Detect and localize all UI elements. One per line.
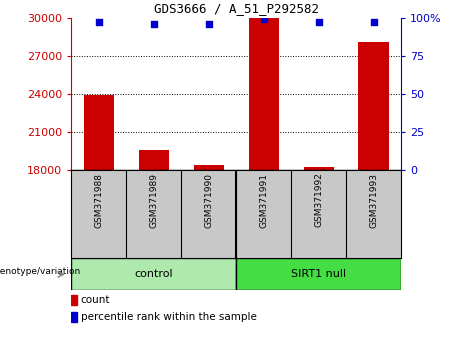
Bar xyxy=(71,295,77,305)
Point xyxy=(150,21,158,27)
Point xyxy=(370,19,377,25)
Bar xyxy=(139,150,169,170)
Title: GDS3666 / A_51_P292582: GDS3666 / A_51_P292582 xyxy=(154,2,319,15)
Bar xyxy=(248,18,279,170)
Bar xyxy=(71,312,77,322)
Text: GSM371990: GSM371990 xyxy=(204,172,213,228)
Text: GSM371989: GSM371989 xyxy=(149,172,159,228)
Text: count: count xyxy=(81,295,110,305)
Bar xyxy=(194,165,224,170)
Point xyxy=(95,19,103,25)
Bar xyxy=(359,42,389,170)
Text: GSM371991: GSM371991 xyxy=(259,172,268,228)
Point xyxy=(315,19,322,25)
Text: GSM371992: GSM371992 xyxy=(314,172,323,228)
Text: GSM371993: GSM371993 xyxy=(369,172,378,228)
Bar xyxy=(303,167,334,170)
Text: percentile rank within the sample: percentile rank within the sample xyxy=(81,312,257,322)
Point xyxy=(205,21,213,27)
Text: genotype/variation: genotype/variation xyxy=(0,267,81,276)
Bar xyxy=(71,258,236,290)
Bar xyxy=(236,258,401,290)
Text: control: control xyxy=(135,269,173,279)
Bar xyxy=(84,95,114,170)
Text: GSM371988: GSM371988 xyxy=(95,172,103,228)
Point xyxy=(260,16,267,22)
Text: SIRT1 null: SIRT1 null xyxy=(291,269,346,279)
